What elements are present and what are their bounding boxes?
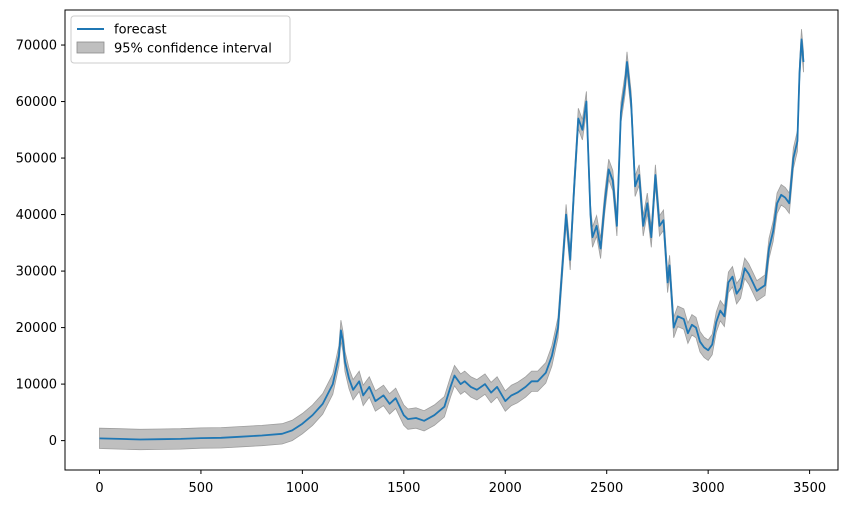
confidence-band-layer [99,29,804,451]
x-axis: 0 500 1000 1500 2000 2500 3000 3500 [95,470,826,496]
y-tick-label: 10000 [16,378,57,393]
y-tick-label: 20000 [16,321,57,336]
forecast-line-layer [99,38,805,441]
x-tick-label: 0 [95,481,103,496]
y-tick-label: 0 [49,434,57,449]
x-tick-label: 2500 [590,481,623,496]
y-tick-label: 40000 [16,208,57,223]
plot-frame [64,9,839,471]
confidence-band [99,29,804,451]
y-tick-label: 70000 [16,39,57,54]
y-axis: 0 10000 20000 30000 40000 50000 60000 70000 [16,39,65,449]
legend: forecast 95% confidence interval [70,15,291,64]
x-tick-label: 2000 [489,481,522,496]
x-tick-label: 1000 [286,481,319,496]
plot-background [65,10,838,470]
legend-frame [70,15,291,64]
x-tick-label: 1500 [387,481,420,496]
legend-band-label: 95% confidence interval [114,42,272,57]
y-tick-label: 60000 [16,95,57,110]
legend-forecast-label: forecast [114,23,167,38]
y-tick-label: 30000 [16,265,57,280]
forecast-line [99,38,805,441]
x-tick-label: 3500 [793,481,826,496]
x-tick-label: 500 [189,481,214,496]
x-tick-label: 3000 [692,481,725,496]
legend-band-swatch [76,41,105,54]
y-tick-label: 50000 [16,152,57,167]
